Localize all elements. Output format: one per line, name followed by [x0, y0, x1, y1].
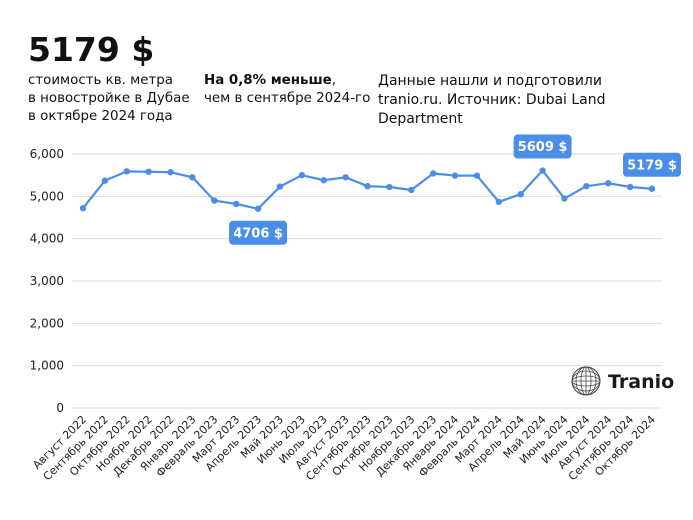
description: стоимость кв. метра в новостройке в Дуба…: [28, 72, 198, 126]
logo-text: Tranio: [608, 371, 674, 393]
source-line: Department: [378, 111, 463, 127]
callout-label: 5179 $: [627, 158, 677, 173]
data-point: [495, 198, 503, 206]
data-point: [167, 169, 174, 176]
data-point: [583, 182, 590, 190]
data-point: [626, 183, 634, 191]
data-point: [517, 191, 524, 198]
change-line: чем в сентябре 2024-го: [204, 91, 371, 106]
y-tick-label: 3,000: [30, 274, 64, 288]
callout-box: [623, 152, 681, 177]
data-point: [211, 197, 218, 204]
data-point: [254, 205, 262, 212]
change-comma: ,: [331, 73, 337, 88]
tranio-logo: Tranio: [571, 366, 674, 396]
data-point: [408, 186, 415, 194]
annotations: 4706 $ 5609 $ 5179 $: [229, 134, 681, 245]
data-point: [386, 183, 393, 191]
source-line: Данные нашли и подготовили: [378, 73, 602, 89]
callout-label: 4706 $: [233, 226, 283, 241]
description-line: стоимость кв. метра: [28, 73, 174, 88]
y-tick-label: 4,000: [30, 232, 64, 246]
description-line: в октябре 2024 года: [28, 109, 173, 124]
data-point: [298, 171, 306, 179]
source-note: Данные нашли и подготовили tranio.ru. Ис…: [378, 72, 678, 129]
headline-value: 5179 $: [28, 30, 155, 69]
data-point: [364, 182, 371, 190]
data-point: [605, 180, 612, 187]
callout: 5609 $: [513, 134, 572, 159]
data-point: [276, 183, 284, 190]
data-point: [539, 167, 546, 174]
callout: 5179 $: [623, 152, 681, 177]
y-axis-ticks: 0 1,000 2,000 3,000 4,000 5,000 6,000: [30, 147, 64, 415]
description-line: в новостройке в Дубае: [28, 91, 190, 106]
series-line: [82, 169, 653, 210]
change-bold: На 0,8% меньше: [204, 73, 332, 88]
callout-label: 5609 $: [518, 140, 568, 155]
data-point: [232, 200, 240, 208]
data-point: [451, 172, 459, 179]
data-point: [473, 172, 481, 179]
data-point: [561, 195, 568, 202]
y-tick-label: 2,000: [30, 316, 64, 330]
change-note: На 0,8% меньше, чем в сентябре 2024-го: [204, 72, 374, 108]
data-point: [648, 185, 656, 192]
data-point: [320, 177, 327, 184]
series: [79, 167, 656, 212]
data-point: [189, 174, 196, 181]
data-point: [145, 168, 152, 175]
y-tick-label: 0: [56, 401, 64, 415]
callout-box: [229, 220, 288, 245]
data-point: [429, 170, 437, 177]
data-point: [79, 204, 87, 212]
grid: [72, 153, 662, 409]
source-line: tranio.ru. Источник: Dubai Land: [378, 92, 606, 108]
y-tick-label: 5,000: [30, 189, 64, 203]
tranio-globe-icon: [571, 366, 601, 396]
y-tick-label: 6,000: [30, 147, 64, 161]
data-point: [101, 177, 109, 184]
y-tick-label: 1,000: [30, 359, 64, 373]
callout: 4706 $: [229, 220, 288, 245]
data-point: [342, 174, 349, 181]
data-point: [123, 168, 130, 175]
callout-box: [513, 134, 572, 159]
